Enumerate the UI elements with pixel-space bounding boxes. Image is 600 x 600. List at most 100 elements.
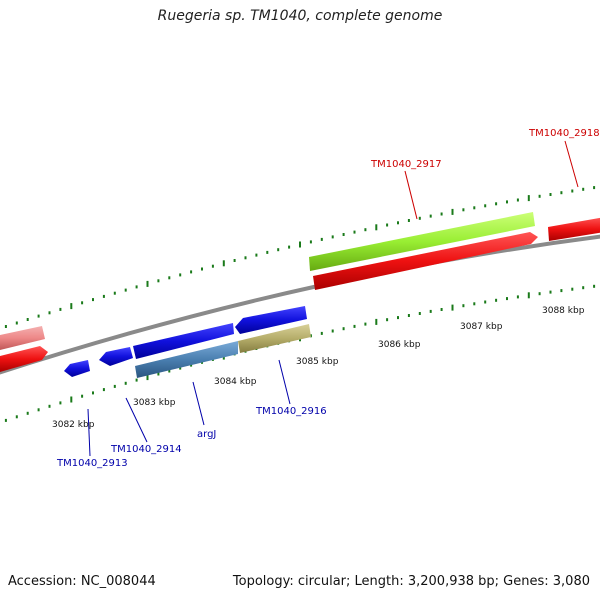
minor-tick xyxy=(157,279,160,283)
minor-tick xyxy=(266,250,269,254)
minor-tick xyxy=(593,284,596,288)
minor-tick xyxy=(516,198,519,202)
major-tick xyxy=(146,280,149,287)
minor-tick xyxy=(37,314,40,318)
minor-tick xyxy=(48,311,51,315)
minor-tick xyxy=(37,408,40,412)
minor-tick xyxy=(81,394,84,398)
gene-2914[interactable] xyxy=(99,347,133,366)
minor-tick xyxy=(201,267,203,271)
minor-tick xyxy=(473,302,476,306)
minor-tick xyxy=(320,331,323,335)
gene-label-argJ[interactable]: argJ xyxy=(197,429,216,440)
scale-label: 3082 kbp xyxy=(52,420,95,430)
scale-label: 3083 kbp xyxy=(133,398,176,408)
minor-tick xyxy=(397,316,399,320)
major-tick xyxy=(451,304,454,311)
minor-tick xyxy=(4,418,7,422)
gene-labels: TM1040_2913 TM1040_2914 argJ TM1040_2916… xyxy=(56,128,600,469)
minor-tick xyxy=(92,391,94,395)
gene-label-2914[interactable]: TM1040_2914 xyxy=(110,444,182,455)
minor-tick xyxy=(495,202,498,206)
minor-tick xyxy=(113,384,116,388)
minor-tick xyxy=(15,415,18,419)
minor-tick xyxy=(429,309,432,313)
minor-tick xyxy=(331,235,334,239)
minor-tick xyxy=(211,264,214,268)
minor-tick xyxy=(440,308,443,311)
scale-label: 3084 kbp xyxy=(214,377,257,387)
gene-argJ[interactable] xyxy=(135,341,238,378)
gene-red-light[interactable] xyxy=(0,326,45,350)
gene-label-2917[interactable]: TM1040_2917 xyxy=(370,159,442,170)
minor-tick xyxy=(15,321,18,325)
minor-tick xyxy=(364,228,367,232)
scale-labels: 3082 kbp 3083 kbp 3084 kbp 3085 kbp 3086… xyxy=(52,306,585,430)
minor-tick xyxy=(462,208,465,212)
label-leaders xyxy=(87,140,579,457)
minor-tick xyxy=(495,298,498,302)
minor-tick xyxy=(113,291,116,295)
major-tick xyxy=(527,292,530,299)
major-tick xyxy=(70,303,73,310)
minor-tick xyxy=(48,404,51,408)
minor-tick xyxy=(233,259,236,262)
minor-tick xyxy=(277,248,280,252)
minor-tick xyxy=(571,287,574,291)
minor-tick xyxy=(484,300,487,304)
minor-tick xyxy=(473,206,476,210)
minor-tick xyxy=(407,219,410,222)
gene-red-left[interactable] xyxy=(0,346,48,372)
minor-tick xyxy=(124,381,127,385)
minor-tick xyxy=(342,327,345,331)
scale-label: 3086 kbp xyxy=(378,340,421,350)
gene-2916-top[interactable] xyxy=(235,306,307,334)
minor-tick xyxy=(26,411,29,415)
minor-tick xyxy=(364,322,367,326)
scale-label: 3085 kbp xyxy=(296,357,339,367)
gene-2913[interactable] xyxy=(64,360,90,377)
minor-tick xyxy=(429,214,432,218)
major-tick xyxy=(375,224,378,231)
accession-text: Accession: NC_008044 xyxy=(8,574,156,589)
minor-tick xyxy=(4,325,7,328)
minor-tick xyxy=(582,187,585,191)
gene-label-2913[interactable]: TM1040_2913 xyxy=(56,458,128,469)
upper-tick-track xyxy=(4,186,596,328)
minor-tick xyxy=(168,276,171,280)
gene-label-2918[interactable]: TM1040_2918 xyxy=(528,128,600,139)
gene-label-2916[interactable]: TM1040_2916 xyxy=(255,406,327,417)
minor-tick xyxy=(516,295,519,299)
minor-tick xyxy=(309,334,312,338)
minor-tick xyxy=(320,237,323,241)
minor-tick xyxy=(309,240,312,244)
minor-tick xyxy=(549,290,552,294)
minor-tick xyxy=(571,189,574,193)
minor-tick xyxy=(135,285,138,289)
gene-2916[interactable] xyxy=(238,324,311,353)
map-title: Ruegeria sp. TM1040, complete genome xyxy=(157,8,443,24)
gene-features xyxy=(0,212,600,378)
gene-2918[interactable] xyxy=(548,217,600,241)
minor-tick xyxy=(386,223,389,227)
minor-tick xyxy=(397,221,399,225)
major-tick xyxy=(451,208,454,215)
scale-label: 3087 kbp xyxy=(460,322,503,332)
minor-tick xyxy=(538,292,541,296)
minor-tick xyxy=(440,212,443,216)
minor-tick xyxy=(81,301,84,305)
gene-2915-top[interactable] xyxy=(133,323,234,359)
gene-2917[interactable] xyxy=(309,212,535,271)
minor-tick xyxy=(59,401,62,405)
minor-tick xyxy=(560,191,563,195)
minor-tick xyxy=(331,329,334,333)
minor-tick xyxy=(179,273,182,277)
minor-tick xyxy=(549,193,552,196)
minor-tick xyxy=(190,270,193,274)
major-tick xyxy=(70,396,73,403)
major-tick xyxy=(299,241,301,248)
minor-tick xyxy=(26,318,29,321)
minor-tick xyxy=(582,286,585,290)
gene-red-mid[interactable] xyxy=(313,232,538,290)
